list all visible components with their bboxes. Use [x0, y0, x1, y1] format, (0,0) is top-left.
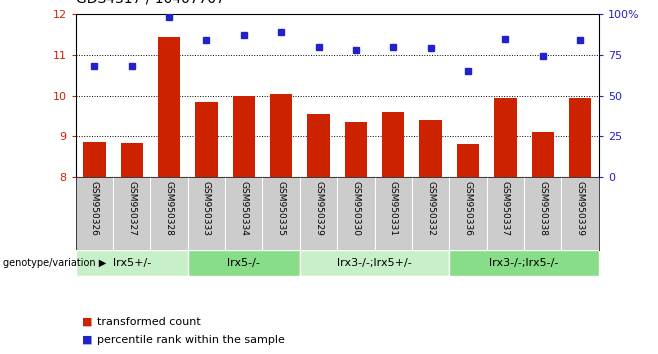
Bar: [188, 250, 300, 275]
Text: GSM950337: GSM950337: [501, 181, 510, 236]
Bar: [457, 144, 479, 177]
Bar: [76, 250, 188, 275]
Text: GSM950327: GSM950327: [127, 181, 136, 236]
Text: GSM950338: GSM950338: [538, 181, 547, 236]
Bar: [195, 102, 218, 177]
Text: GSM950328: GSM950328: [164, 181, 174, 236]
Text: lrx3-/-;lrx5+/-: lrx3-/-;lrx5+/-: [337, 258, 412, 268]
Text: GSM950334: GSM950334: [240, 181, 248, 236]
Bar: [158, 36, 180, 177]
Text: lrx3-/-;lrx5-/-: lrx3-/-;lrx5-/-: [490, 258, 559, 268]
Text: ■: ■: [82, 335, 93, 345]
Bar: [307, 114, 330, 177]
Bar: [494, 98, 517, 177]
Text: GSM950339: GSM950339: [576, 181, 584, 236]
Text: GDS4317 / 10407707: GDS4317 / 10407707: [76, 0, 224, 5]
Text: GSM950335: GSM950335: [276, 181, 286, 236]
Text: GSM950332: GSM950332: [426, 181, 435, 236]
Text: GSM950336: GSM950336: [463, 181, 472, 236]
Bar: [449, 250, 599, 275]
Bar: [83, 142, 105, 177]
Bar: [532, 132, 554, 177]
Bar: [382, 112, 405, 177]
Text: GSM950329: GSM950329: [314, 181, 323, 236]
Bar: [270, 93, 292, 177]
Bar: [345, 122, 367, 177]
Text: lrx5-/-: lrx5-/-: [228, 258, 261, 268]
Text: transformed count: transformed count: [97, 317, 201, 327]
Bar: [300, 250, 449, 275]
Text: ■: ■: [82, 317, 93, 327]
Text: genotype/variation ▶: genotype/variation ▶: [3, 258, 107, 268]
Text: lrx5+/-: lrx5+/-: [113, 258, 151, 268]
Bar: [419, 120, 442, 177]
Text: GSM950330: GSM950330: [351, 181, 361, 236]
Text: GSM950333: GSM950333: [202, 181, 211, 236]
Text: GSM950326: GSM950326: [90, 181, 99, 236]
Text: percentile rank within the sample: percentile rank within the sample: [97, 335, 285, 345]
Bar: [233, 96, 255, 177]
Text: GSM950331: GSM950331: [389, 181, 398, 236]
Bar: [120, 143, 143, 177]
Bar: [569, 98, 592, 177]
